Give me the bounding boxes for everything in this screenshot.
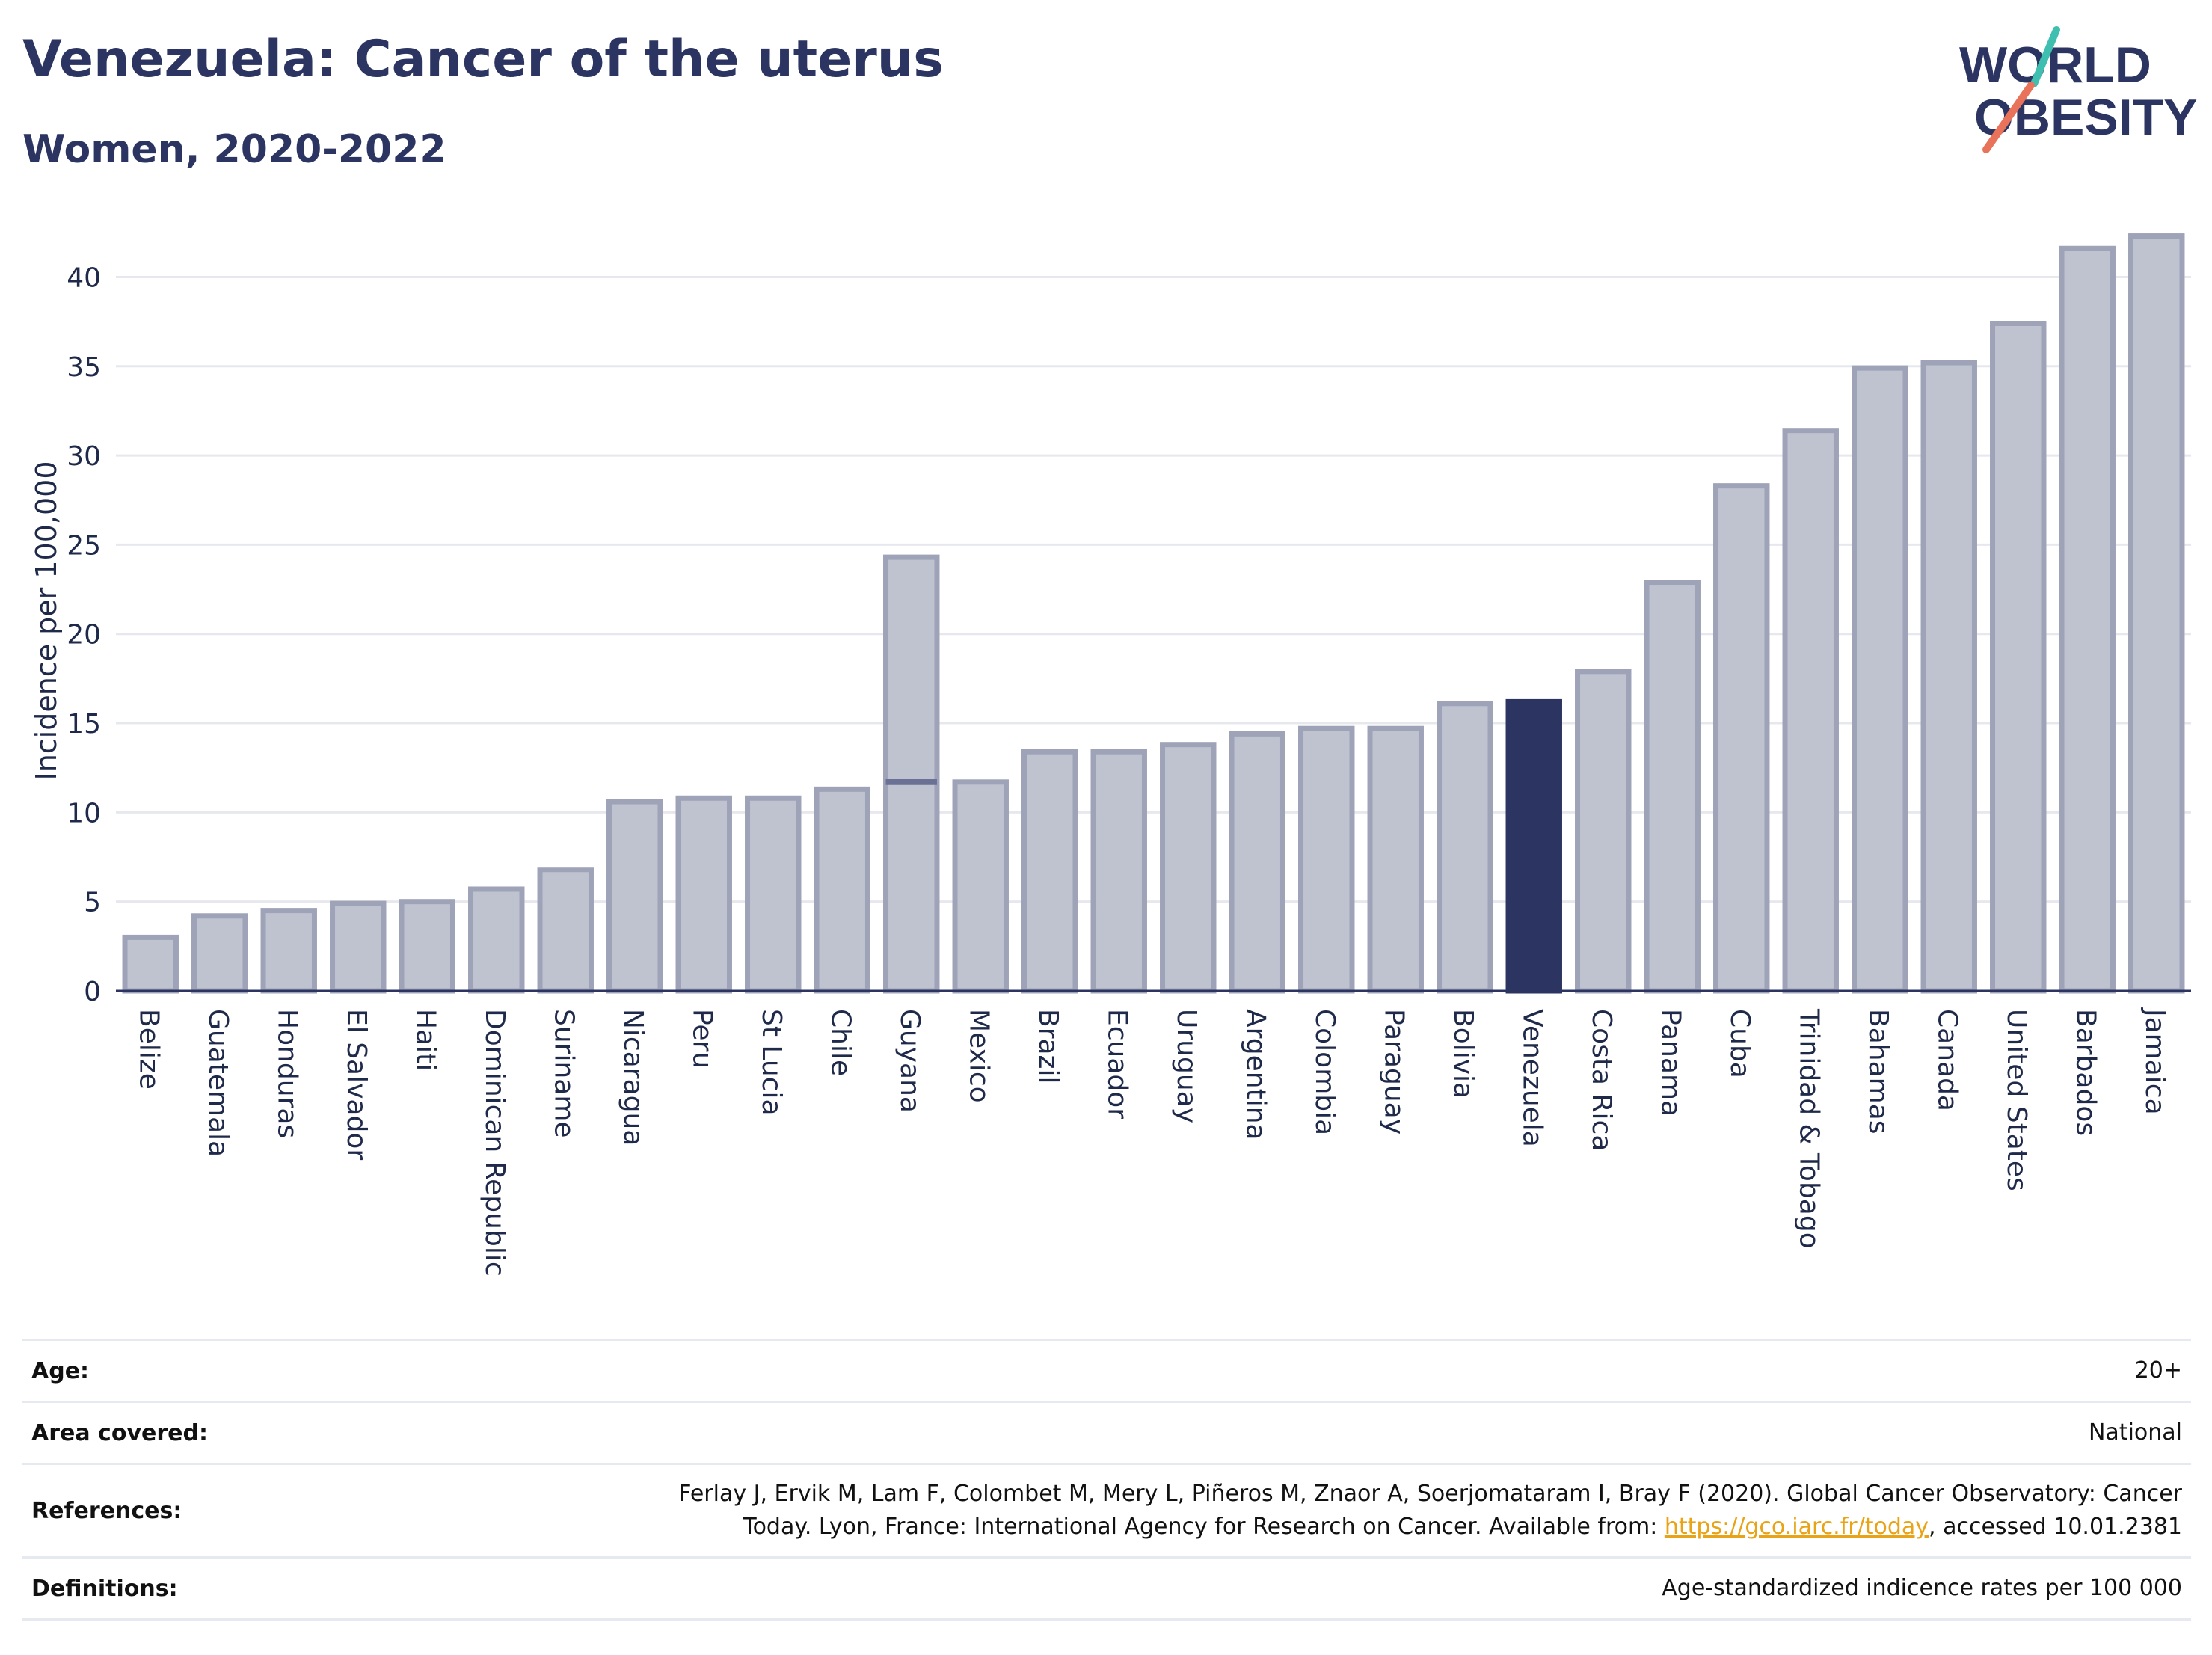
y-tick-label: 15 — [67, 709, 101, 740]
bar — [537, 867, 594, 994]
bar — [260, 908, 317, 994]
y-tick-label: 5 — [84, 888, 101, 918]
x-tick-label: Cuba — [1724, 1009, 1755, 1078]
world-obesity-logo: WORLD OBESITY — [1959, 26, 2198, 153]
x-tick-label: Mexico — [963, 1009, 994, 1103]
x-tick-label: Bahamas — [1863, 1009, 1893, 1134]
bar — [1090, 749, 1147, 994]
bar — [1298, 725, 1355, 994]
references-label: References: — [31, 1497, 182, 1524]
x-tick-label: Panama — [1655, 1009, 1686, 1117]
bar — [1160, 742, 1217, 994]
x-tick-label: Uruguay — [1171, 1009, 1202, 1123]
x-tick-label: Brazil — [1033, 1009, 1063, 1084]
bar — [1644, 580, 1701, 994]
x-tick-label: Paraguay — [1378, 1009, 1409, 1134]
x-axis-labels: Belize Guatemala Honduras El Salvador Haiti D… — [133, 1007, 2170, 1277]
x-tick-label: Guatemala — [203, 1009, 233, 1157]
y-tick-label: 40 — [67, 262, 101, 293]
y-tick-label: 10 — [67, 798, 101, 829]
y-axis-label: Incidence per 100,000 — [30, 461, 63, 780]
x-tick-label: Costa Rica — [1586, 1009, 1617, 1151]
bar — [1990, 321, 2047, 994]
bars — [122, 233, 2185, 994]
bar — [1852, 365, 1908, 994]
bar — [1713, 483, 1770, 994]
page-subtitle: Women, 2020-2022 — [22, 127, 446, 172]
bar — [814, 786, 870, 994]
y-tick-label: 35 — [67, 352, 101, 383]
bar — [745, 795, 802, 994]
bar — [191, 913, 248, 994]
bar — [2128, 233, 2185, 994]
bar — [468, 886, 525, 994]
area-label: Area covered: — [31, 1419, 208, 1446]
y-tick-label: 0 — [84, 977, 101, 1007]
area-value: National — [2088, 1419, 2182, 1446]
x-tick-label: United States — [2001, 1009, 2032, 1191]
x-tick-label: El Salvador — [341, 1009, 372, 1160]
info-table: Age: 20+ Area covered: National Referenc… — [22, 1339, 2191, 1621]
x-tick-label: Belize — [133, 1009, 164, 1090]
x-tick-label: Dominican Republic — [479, 1009, 510, 1277]
bar — [1367, 725, 1424, 994]
references-line-2-post: , accessed 10.01.2381 — [1929, 1514, 2182, 1540]
info-row-references: References: Ferlay J, Ervik M, Lam F, Co… — [22, 1463, 2191, 1556]
bar — [1021, 749, 1078, 994]
bar — [675, 795, 732, 994]
age-value: 20+ — [2134, 1357, 2182, 1384]
x-tick-label: Guyana — [894, 1009, 925, 1113]
bar — [2059, 245, 2116, 994]
x-tick-label: Colombia — [1309, 1009, 1340, 1135]
y-axis-ticks: 0 5 10 15 20 25 30 35 40 — [67, 262, 101, 1007]
x-tick-label: Haiti — [410, 1009, 440, 1071]
x-tick-label: Chile — [825, 1009, 855, 1076]
info-row-area: Area covered: National — [22, 1401, 2191, 1463]
bar — [1437, 701, 1493, 994]
info-row-age: Age: 20+ — [22, 1339, 2191, 1401]
bar — [399, 899, 455, 994]
references-value: Ferlay J, Ervik M, Lam F, Colombet M, Me… — [678, 1478, 2182, 1544]
bar — [1575, 669, 1632, 994]
x-tick-label: Argentina — [1240, 1009, 1271, 1140]
bar — [606, 799, 663, 994]
bar — [1505, 698, 1562, 994]
x-tick-label: Peru — [686, 1009, 717, 1069]
bar — [330, 900, 387, 994]
x-tick-label: Suriname — [548, 1009, 579, 1138]
y-tick-label: 25 — [67, 530, 101, 561]
logo-teal-slash — [2030, 26, 2060, 87]
age-label: Age: — [31, 1357, 90, 1384]
bar — [883, 554, 940, 994]
y-tick-label: 20 — [67, 620, 101, 651]
page-title: Venezuela: Cancer of the uterus — [22, 30, 944, 89]
logo-text-world: WORLD — [1959, 37, 2151, 93]
y-tick-label: 30 — [67, 441, 101, 472]
info-row-definitions: Definitions: Age-standardized indicence … — [22, 1556, 2191, 1621]
x-tick-label: Bolivia — [1448, 1009, 1478, 1099]
bar — [1920, 360, 1977, 994]
grid-lines — [116, 275, 2191, 903]
bar — [952, 779, 1009, 994]
bar — [1229, 731, 1285, 994]
x-tick-label: Ecuador — [1102, 1009, 1132, 1119]
bar — [122, 934, 179, 994]
x-tick-label: Canada — [1932, 1009, 1962, 1111]
x-tick-label: Jamaica — [2139, 1007, 2170, 1115]
x-tick-label: Barbados — [2070, 1009, 2101, 1136]
x-tick-label: Trinidad & Tobago — [1793, 1008, 1824, 1249]
references-line-1: Ferlay J, Ervik M, Lam F, Colombet M, Me… — [678, 1481, 2182, 1507]
references-line-2-pre: Today. Lyon, France: International Agenc… — [743, 1514, 1665, 1540]
bar — [1782, 428, 1839, 994]
x-tick-label: Honduras — [271, 1009, 302, 1138]
logo-coral-slash — [1982, 82, 2035, 153]
definitions-label: Definitions: — [31, 1575, 178, 1602]
references-link[interactable]: https://gco.iarc.fr/today — [1664, 1514, 1929, 1540]
x-tick-label: Nicaragua — [618, 1009, 648, 1146]
definitions-value: Age-standardized indicence rates per 100… — [1662, 1575, 2182, 1601]
bar-chart: 0 5 10 15 20 25 30 35 40 Belize Guatemala Honduras… — [30, 233, 2191, 1277]
x-tick-label: Venezuela — [1517, 1009, 1547, 1147]
x-tick-label: St Lucia — [756, 1009, 787, 1116]
